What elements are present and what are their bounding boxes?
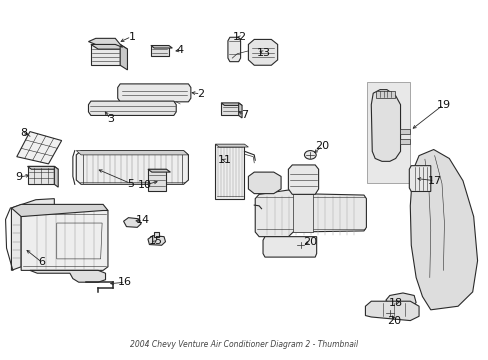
Polygon shape (54, 166, 58, 187)
Polygon shape (263, 237, 316, 257)
Text: 10: 10 (137, 180, 151, 190)
Text: 20: 20 (387, 316, 401, 325)
Polygon shape (88, 101, 176, 116)
Text: 17: 17 (427, 176, 441, 186)
Polygon shape (399, 139, 409, 144)
Circle shape (443, 216, 454, 225)
Text: 20: 20 (315, 141, 329, 151)
Polygon shape (11, 199, 54, 270)
Polygon shape (227, 37, 240, 62)
Polygon shape (365, 301, 418, 320)
Text: 2: 2 (197, 89, 204, 99)
Polygon shape (375, 91, 394, 98)
Text: 3: 3 (107, 114, 114, 124)
Polygon shape (238, 103, 242, 118)
Polygon shape (255, 190, 366, 237)
Text: 6: 6 (39, 257, 45, 267)
Text: 12: 12 (232, 32, 246, 42)
Polygon shape (215, 144, 244, 199)
Text: 4: 4 (176, 45, 183, 55)
Text: 19: 19 (435, 100, 449, 110)
Polygon shape (370, 90, 400, 161)
Polygon shape (215, 144, 248, 147)
Text: 11: 11 (218, 155, 231, 165)
Text: 15: 15 (148, 236, 163, 246)
Circle shape (383, 309, 395, 317)
Polygon shape (91, 44, 127, 49)
Text: 5: 5 (127, 179, 134, 189)
Polygon shape (148, 169, 170, 172)
Polygon shape (366, 82, 409, 183)
Polygon shape (399, 129, 409, 134)
Polygon shape (248, 40, 277, 65)
Polygon shape (221, 103, 242, 105)
Text: 7: 7 (241, 110, 247, 120)
Polygon shape (120, 44, 127, 70)
Text: 14: 14 (136, 215, 150, 225)
Polygon shape (151, 45, 172, 48)
Polygon shape (151, 45, 168, 56)
Polygon shape (293, 194, 312, 232)
Text: 1: 1 (128, 32, 136, 41)
Circle shape (294, 241, 306, 249)
Text: 9: 9 (16, 172, 23, 182)
Polygon shape (11, 204, 108, 217)
Polygon shape (76, 150, 188, 155)
Polygon shape (17, 132, 61, 164)
Polygon shape (288, 165, 318, 194)
Polygon shape (27, 166, 58, 169)
Polygon shape (27, 166, 54, 184)
Circle shape (304, 150, 316, 159)
Polygon shape (123, 218, 141, 227)
Polygon shape (88, 39, 122, 47)
Polygon shape (248, 172, 281, 194)
Polygon shape (385, 293, 415, 307)
Polygon shape (221, 103, 238, 116)
Text: 20: 20 (303, 237, 317, 247)
Polygon shape (21, 209, 108, 270)
Polygon shape (76, 150, 188, 184)
Polygon shape (30, 270, 105, 282)
Polygon shape (409, 149, 477, 310)
Text: 13: 13 (257, 48, 270, 58)
Polygon shape (91, 44, 120, 65)
Text: 2004 Chevy Venture Air Conditioner Diagram 2 - Thumbnail: 2004 Chevy Venture Air Conditioner Diagr… (130, 340, 358, 349)
Polygon shape (148, 169, 166, 192)
Text: 8: 8 (20, 128, 28, 138)
Polygon shape (118, 84, 190, 102)
Text: 16: 16 (118, 277, 132, 287)
Polygon shape (148, 235, 165, 245)
Polygon shape (408, 166, 430, 192)
Polygon shape (154, 232, 159, 237)
Circle shape (444, 249, 451, 255)
Text: 18: 18 (388, 298, 402, 308)
